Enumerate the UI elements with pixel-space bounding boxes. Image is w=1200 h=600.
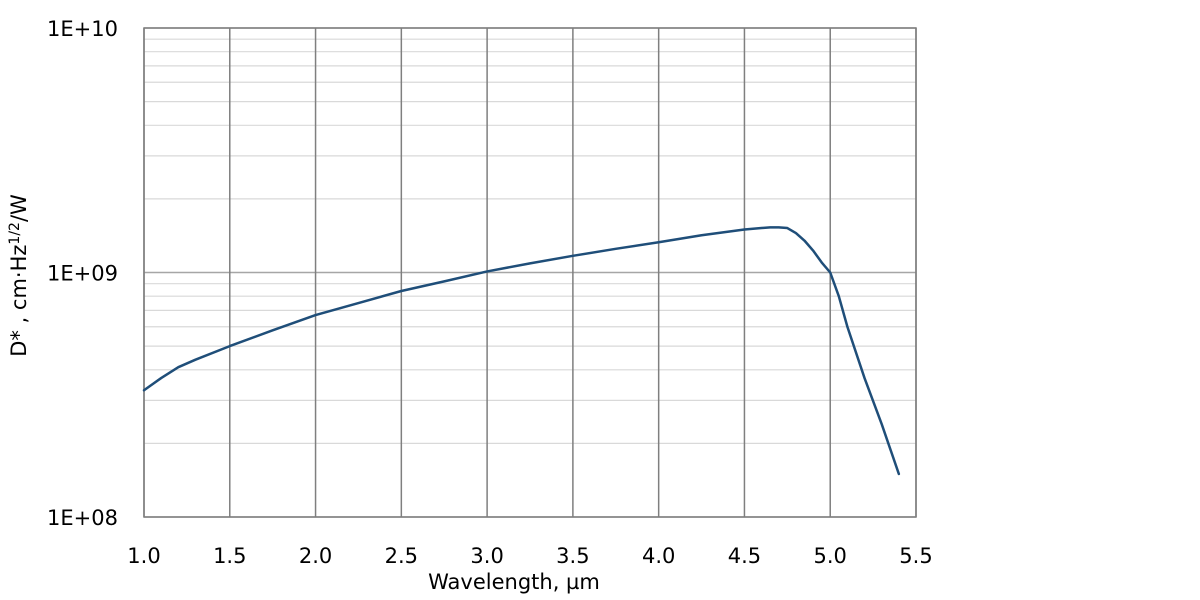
x-tick-label: 3.5 (556, 544, 589, 568)
x-tick-label: 3.0 (470, 544, 503, 568)
x-tick-label: 4.5 (728, 544, 761, 568)
x-tick-label: 5.0 (814, 544, 847, 568)
y-axis-label-exponent: 1/2 (7, 222, 23, 245)
x-tick-label: 1.5 (213, 544, 246, 568)
y-tick-label: 1E+09 (47, 262, 118, 286)
series-line (142, 226, 901, 476)
x-tick-label: 5.5 (899, 544, 932, 568)
minor-grid (144, 38, 916, 444)
y-axis-label-dot: · (7, 271, 31, 278)
y-axis-label-tail: /W (7, 194, 31, 222)
x-tick-label: 2.5 (385, 544, 418, 568)
y-axis-label: D* , cm·Hz1/2/W (7, 194, 31, 357)
y-axis-label-hz: Hz (7, 245, 31, 272)
plot-frame (143, 27, 917, 518)
y-tick-label: 1E+10 (47, 17, 118, 41)
y-axis-label-main: D* , cm (7, 278, 31, 357)
x-tick-label: 1.0 (127, 544, 160, 568)
y-tick-label: 1E+08 (47, 506, 118, 530)
x-axis-label: Wavelength, µm (428, 570, 600, 594)
x-tick-labels: 1.0 1.5 2.0 2.5 3.0 3.5 4.0 4.5 5.0 5.5 (127, 544, 932, 568)
y-tick-labels: 1E+08 1E+09 1E+10 (47, 17, 118, 530)
x-tick-label: 2.0 (299, 544, 332, 568)
x-tick-label: 4.0 (642, 544, 675, 568)
